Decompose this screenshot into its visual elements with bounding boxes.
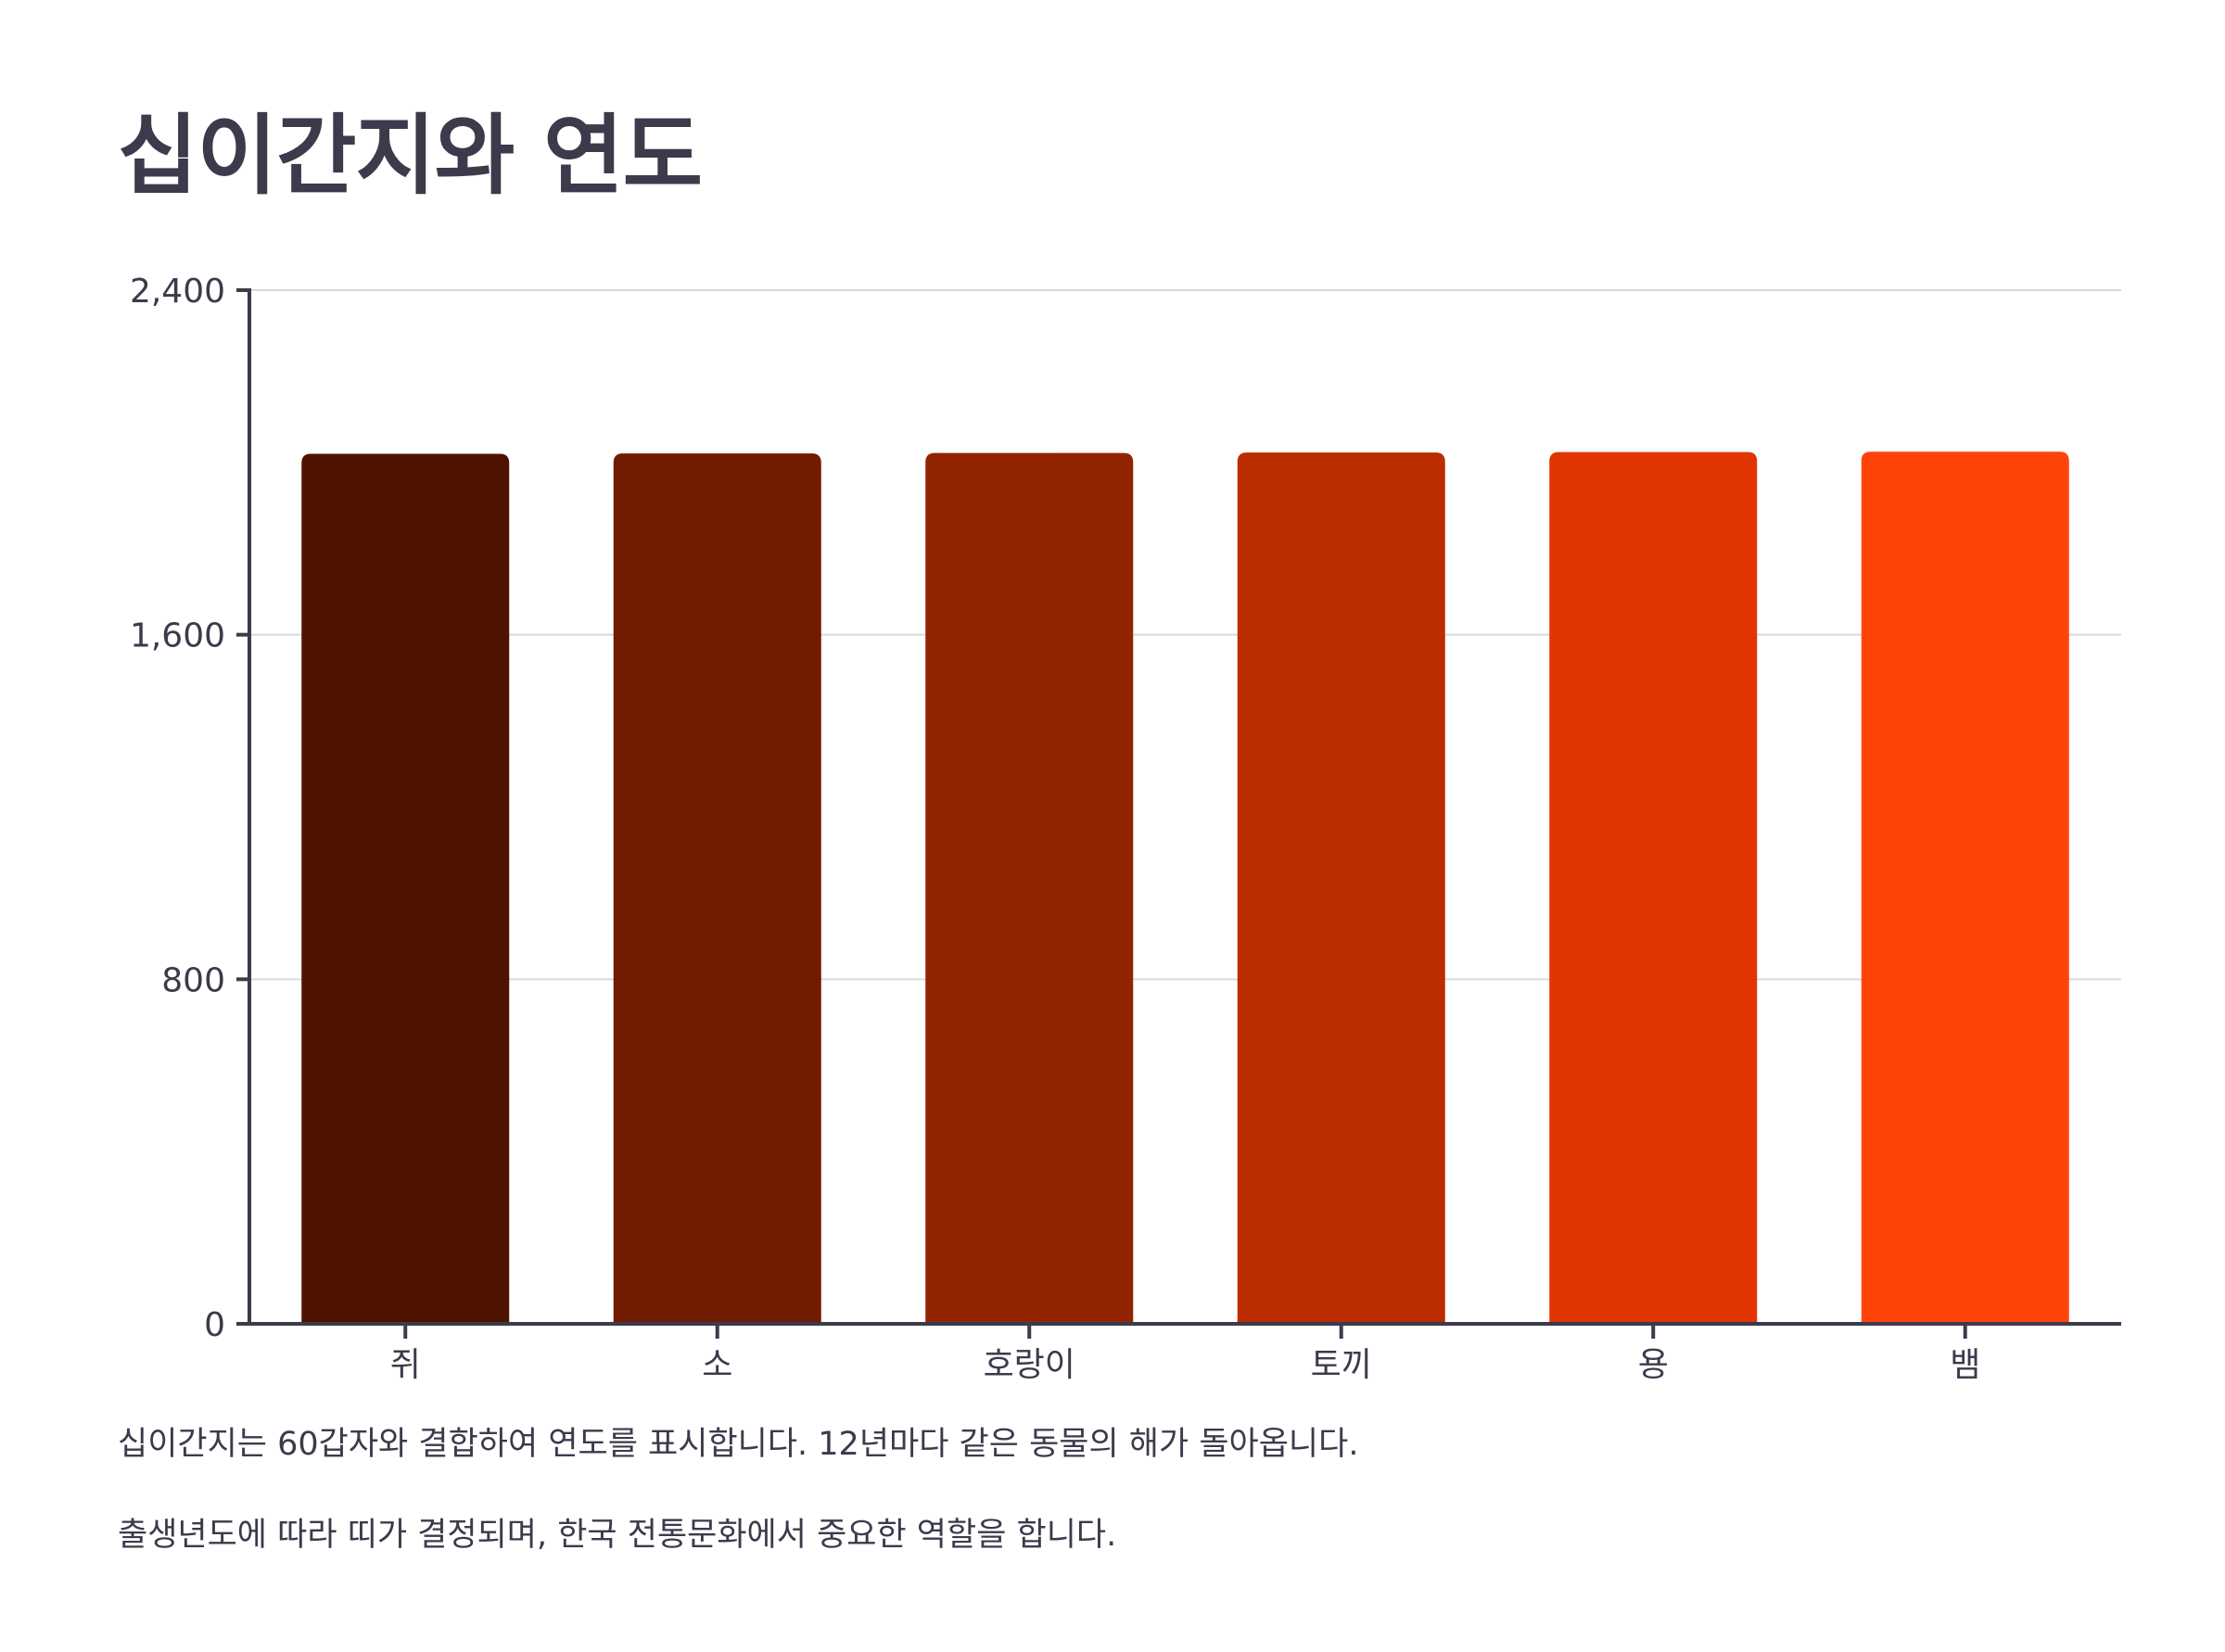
note-line-2: 출생년도에 따라 띠가 결정되며, 한국 전통문화에서 중요한 역할을 합니다. xyxy=(118,1517,1117,1554)
x-tick-label: 소 xyxy=(702,1346,732,1384)
bar-5 xyxy=(1549,451,1758,1324)
grid-lines xyxy=(249,289,2121,981)
x-tick-label: 토끼 xyxy=(1311,1346,1372,1384)
bar-4 xyxy=(1237,452,1445,1324)
y-tick-label: 800 xyxy=(161,961,225,999)
axes xyxy=(236,288,2121,1339)
bar-chart: 0 800 1,600 2,400 쥐 소 호랑이 토끼 용 뱀 xyxy=(130,273,2121,1384)
chart-notes: 십이간지는 60갑자와 결합하여 연도를 표시합니다. 12년마다 같은 동물의… xyxy=(118,1426,2111,1608)
x-tick-label: 쥐 xyxy=(390,1346,421,1384)
y-tick-label: 2,400 xyxy=(130,273,225,311)
bar-6 xyxy=(1861,451,2069,1324)
bar-2 xyxy=(613,453,821,1324)
bar-3 xyxy=(925,452,1134,1324)
y-tick-label: 0 xyxy=(204,1306,225,1344)
y-tick-label: 1,600 xyxy=(130,617,225,655)
page-title: 십이간지와 연도 xyxy=(118,106,703,207)
note-line-1: 십이간지는 60갑자와 결합하여 연도를 표시합니다. 12년마다 같은 동물의… xyxy=(118,1426,1359,1463)
x-tick-label: 용 xyxy=(1638,1346,1669,1384)
tick-labels: 0 800 1,600 2,400 쥐 소 호랑이 토끼 용 뱀 xyxy=(130,273,1980,1384)
x-tick-label: 호랑이 xyxy=(984,1346,1075,1384)
bar-1 xyxy=(301,453,510,1325)
x-tick-label: 뱀 xyxy=(1950,1346,1980,1384)
bars xyxy=(301,451,2069,1325)
